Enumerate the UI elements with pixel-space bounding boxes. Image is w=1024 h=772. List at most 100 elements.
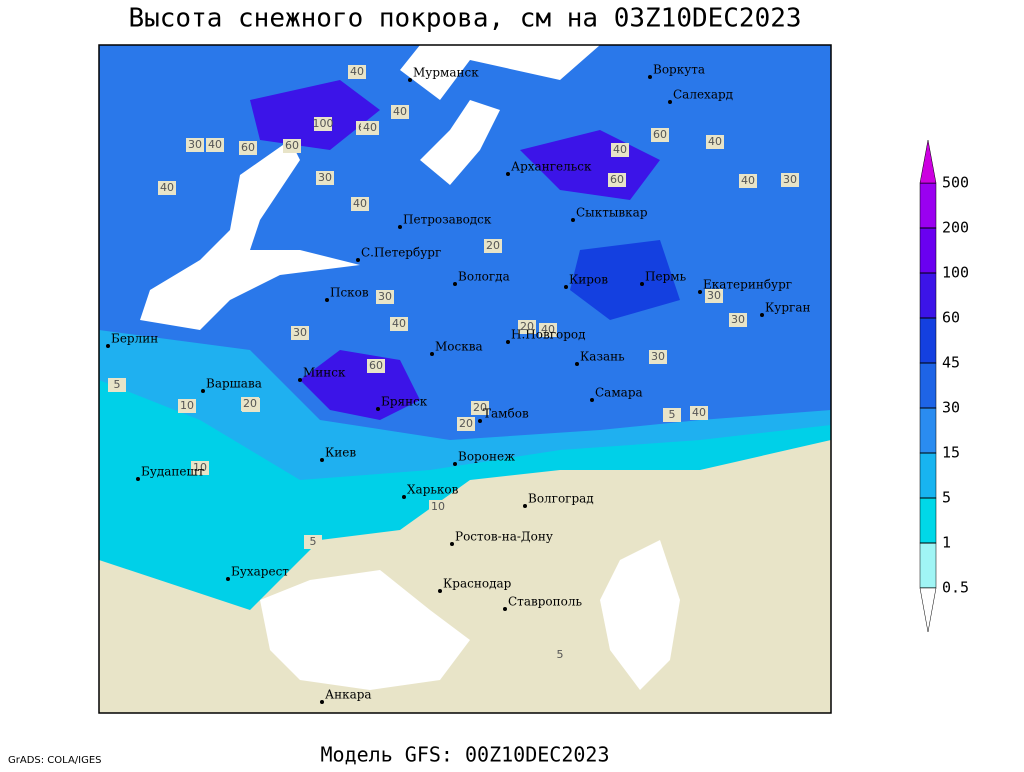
contour-label: 30 xyxy=(188,138,202,151)
zone-45-60 xyxy=(570,240,680,320)
city-label: Псков xyxy=(330,286,369,300)
contour-label: 40 xyxy=(708,135,722,148)
contour-label: 5 xyxy=(669,408,676,421)
city-label: Анкара xyxy=(325,688,372,702)
contour-label-box xyxy=(304,535,322,549)
contour-label: 60 xyxy=(369,359,383,372)
contour-label-box xyxy=(611,143,629,157)
city-dot xyxy=(503,607,507,611)
city-dot xyxy=(226,577,230,581)
colorbar-label: 100 xyxy=(942,264,969,282)
city-label: Сыктывкар xyxy=(576,206,648,220)
colorbar-label: 1 xyxy=(942,534,951,552)
contour-label: 40 xyxy=(363,121,377,134)
colorbar-segment xyxy=(919,317,937,364)
contour-label-box xyxy=(390,317,408,331)
contour-label: 40 xyxy=(741,174,755,187)
credit: GrADS: COLA/IGES xyxy=(8,755,102,766)
contour-label: 30 xyxy=(707,289,721,302)
contour-label-box xyxy=(471,401,489,415)
city-dot xyxy=(398,225,402,229)
contour-label-box xyxy=(429,500,447,514)
city-label: Воронеж xyxy=(458,450,515,464)
city-label: Самара xyxy=(595,386,643,400)
city-label: Берлин xyxy=(111,332,158,346)
colorbar-label: 200 xyxy=(942,219,969,237)
city-label: Волгоград xyxy=(528,492,594,506)
city-dot xyxy=(506,340,510,344)
city-label: Курган xyxy=(765,301,810,315)
colorbar-segment xyxy=(919,497,937,544)
city-dot xyxy=(320,700,324,704)
zone-60-100 xyxy=(250,80,380,150)
city-dot xyxy=(376,407,380,411)
contour-label-box xyxy=(348,65,366,79)
colorbar-label: 30 xyxy=(942,399,960,417)
city-label: Вологда xyxy=(458,270,510,284)
city-label: Воркута xyxy=(653,63,705,77)
contour-label: 40 xyxy=(692,406,706,419)
city-label: Тамбов xyxy=(483,407,529,421)
contour-label: 60 xyxy=(653,128,667,141)
contour-label-box xyxy=(316,171,334,185)
city-dot xyxy=(136,477,140,481)
contour-label-box xyxy=(729,313,747,327)
city-label: Мурманск xyxy=(413,66,479,80)
colorbar-label: 60 xyxy=(942,309,960,327)
city-dot xyxy=(478,419,482,423)
contour-label: 30 xyxy=(318,171,332,184)
city-dot xyxy=(668,100,672,104)
contour-label: 30 xyxy=(293,326,307,339)
contour-label-box xyxy=(663,408,681,422)
city-label: Брянск xyxy=(381,395,428,409)
contour-label: 40 xyxy=(353,197,367,210)
city-label: Екатеринбург xyxy=(703,278,792,292)
contour-label: 5 xyxy=(114,378,121,391)
contour-label-box xyxy=(518,320,536,334)
city-label: Киев xyxy=(325,446,356,460)
contour-label: 30 xyxy=(783,173,797,186)
city-dot xyxy=(564,285,568,289)
colorbar-segment xyxy=(919,362,937,409)
colorbar-label: 500 xyxy=(942,174,969,192)
city-label: Москва xyxy=(435,340,483,354)
contour-label-box xyxy=(351,197,369,211)
contour-label: 30 xyxy=(731,313,745,326)
contour-label-box xyxy=(376,290,394,304)
contour-label: 10 xyxy=(193,461,207,474)
city-label: Салехард xyxy=(673,88,733,102)
contour-label-box xyxy=(314,117,332,131)
contour-label-box xyxy=(367,359,385,373)
sea xyxy=(99,45,600,100)
city-dot xyxy=(201,389,205,393)
contour-label-box xyxy=(649,350,667,364)
city-label: Варшава xyxy=(206,377,262,391)
colorbar-label: 45 xyxy=(942,354,960,372)
city-label: Бухарест xyxy=(231,565,289,579)
colorbar-segment xyxy=(919,227,937,274)
contour-label-box xyxy=(191,461,209,475)
contour-label-box xyxy=(551,648,569,662)
city-dot xyxy=(430,352,434,356)
city-dot xyxy=(106,344,110,348)
model-label: Модель GFS: 00Z10DEC2023 xyxy=(321,743,610,767)
labels: 4060401004060306040304040302020406040604… xyxy=(106,63,810,704)
contour-label-box xyxy=(781,173,799,187)
contour-label-box xyxy=(361,121,379,135)
city-dot xyxy=(760,313,764,317)
colorbar-over xyxy=(919,139,937,184)
city-label: Киров xyxy=(569,273,608,287)
colorbar-segment xyxy=(919,272,937,319)
contour-label-box xyxy=(241,397,259,411)
contour-label: 20 xyxy=(520,320,534,333)
city-label: Минск xyxy=(303,366,346,380)
city-dot xyxy=(298,378,302,382)
city-label: Будапешт xyxy=(141,465,205,479)
contour-label: 40 xyxy=(160,181,174,194)
city-label: Ставрополь xyxy=(508,595,582,609)
contour-label-box xyxy=(705,289,723,303)
colorbar-segment xyxy=(919,452,937,499)
contour-label: 10 xyxy=(180,399,194,412)
city-dot xyxy=(438,589,442,593)
